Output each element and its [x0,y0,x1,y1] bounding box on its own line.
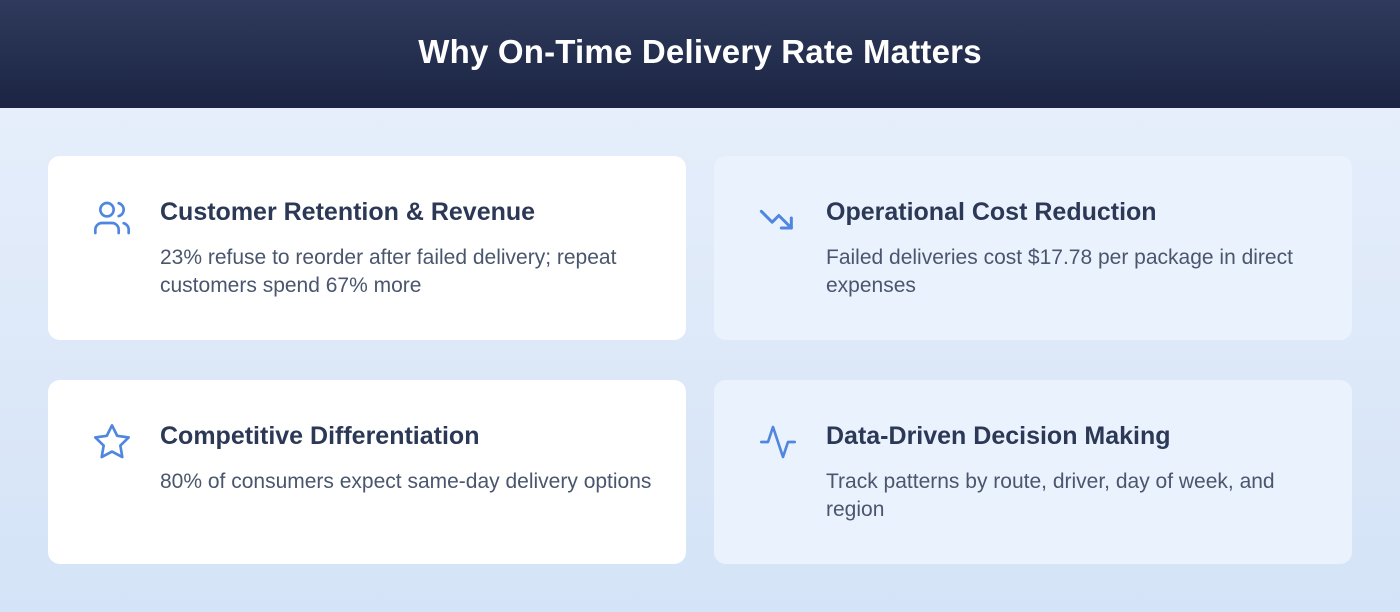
card-operational-cost: Operational Cost Reduction Failed delive… [714,156,1352,340]
card-customer-retention: Customer Retention & Revenue 23% refuse … [48,156,686,340]
activity-icon [758,422,798,462]
card-title: Data-Driven Decision Making [826,422,1171,450]
card-title: Customer Retention & Revenue [160,198,536,226]
page-title: Why On-Time Delivery Rate Matters [418,33,982,70]
card-competitive-differentiation: Competitive Differentiation 80% of consu… [48,380,686,564]
card-title: Operational Cost Reduction [826,198,1157,226]
card-description: 80% of consumers expect same-day deliver… [160,470,652,493]
page-header: Why On-Time Delivery Rate Matters [0,0,1400,108]
trending-down-icon [758,198,798,238]
card-description: Failed deliveries cost $17.78 per packag… [826,246,1293,297]
users-icon [92,198,132,238]
card-data-driven: Data-Driven Decision Making Track patter… [714,380,1352,564]
card-description: 23% refuse to reorder after failed deliv… [160,246,617,297]
star-icon [92,422,132,462]
card-title: Competitive Differentiation [160,422,480,450]
card-description: Track patterns by route, driver, day of … [826,470,1275,521]
